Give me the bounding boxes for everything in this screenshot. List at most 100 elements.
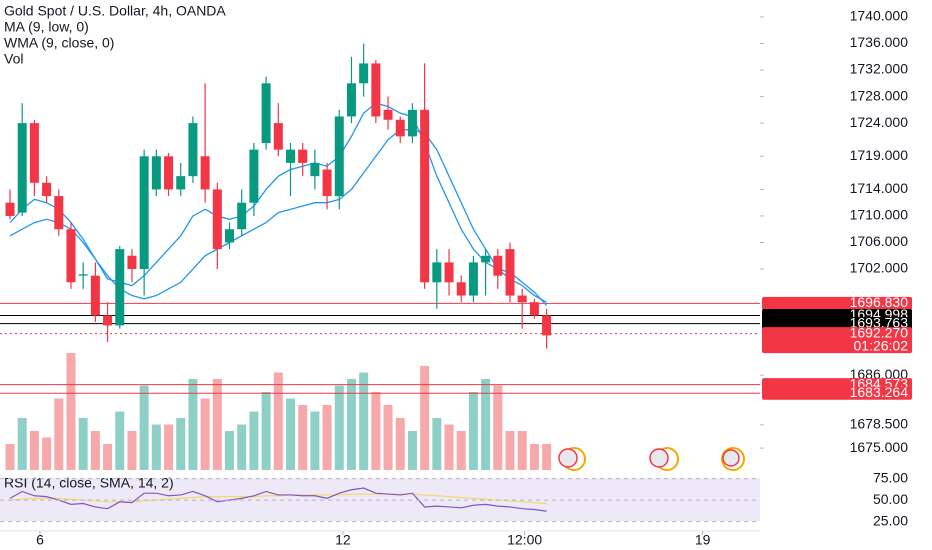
candle-body <box>139 156 149 270</box>
candle-body <box>359 63 369 84</box>
candle-body <box>17 123 27 213</box>
y-tick-label: 1736.000 <box>850 34 909 50</box>
rsi-tick-label: 50.00 <box>873 491 908 507</box>
y-tick-label: 1724.000 <box>850 114 909 130</box>
volume-bar <box>261 392 271 470</box>
price-label: 1692.270 <box>850 324 909 340</box>
rsi-line <box>9 487 547 512</box>
volume-bar <box>517 431 527 470</box>
volume-bar <box>212 379 222 470</box>
candle-body <box>200 156 210 190</box>
event-icon[interactable] <box>722 449 740 467</box>
volume-bar <box>151 424 161 470</box>
legend-rsi: RSI (14, close, SMA, 14, 2) <box>4 475 174 491</box>
volume-bar <box>456 431 466 470</box>
candle-body <box>151 156 161 190</box>
volume-bar <box>298 405 308 470</box>
event-icon[interactable] <box>558 448 578 468</box>
rsi-tick-label: 75.00 <box>873 469 908 485</box>
rsi-tick-label: 25.00 <box>873 512 908 528</box>
y-tick-label: 1675.000 <box>850 439 909 455</box>
y-tick-label: 1702.000 <box>850 260 909 276</box>
volume-bar <box>188 379 198 470</box>
volume-bar <box>346 379 356 470</box>
y-tick-label: 1686.000 <box>850 366 909 382</box>
volume-bar <box>5 444 15 470</box>
volume-bar <box>322 405 332 470</box>
candle-body <box>273 123 283 150</box>
volume-bar <box>66 353 76 470</box>
volume-bar <box>371 392 381 470</box>
candle-body <box>115 249 125 326</box>
candle-body <box>261 83 271 144</box>
candle-body <box>432 262 442 283</box>
candle-body <box>395 119 405 137</box>
volume-bar <box>200 398 210 470</box>
x-tick-label: 12 <box>335 532 351 548</box>
volume-bar <box>432 418 442 470</box>
candle-body <box>468 262 478 296</box>
candle-body <box>78 274 88 276</box>
candle-body <box>285 149 295 163</box>
price-label: 1683.264 <box>850 384 909 400</box>
candle-body <box>249 149 259 203</box>
candle-body <box>420 109 430 283</box>
candle-body <box>237 202 247 230</box>
rsi-sma-line <box>9 493 547 505</box>
volume-bar <box>468 392 478 470</box>
volume-bar <box>310 411 320 470</box>
y-tick-label: 1678.500 <box>850 416 909 432</box>
candle-body <box>176 176 186 190</box>
volume-bar <box>17 418 27 470</box>
rsi-band <box>0 478 760 521</box>
candle-body <box>444 262 454 283</box>
candle-body <box>334 116 344 197</box>
volume-bar <box>529 444 539 470</box>
candle-body <box>493 255 503 276</box>
event-icon[interactable] <box>649 448 669 468</box>
volume-bar <box>273 372 283 470</box>
candle-body <box>188 123 198 177</box>
event-icons <box>558 447 745 471</box>
candle-body <box>346 83 356 117</box>
price-label-box <box>762 386 912 400</box>
volume-bar <box>139 385 149 470</box>
volume-bar <box>42 437 52 470</box>
volume-bar <box>505 431 515 470</box>
volume-bar <box>285 398 295 470</box>
volume-bar <box>420 366 430 470</box>
candle-body <box>212 189 222 250</box>
y-tick-label: 1719.000 <box>850 147 909 163</box>
volume-bar <box>237 424 247 470</box>
candle-body <box>225 229 235 243</box>
volume-bar <box>164 424 174 470</box>
volume-bar <box>78 418 88 470</box>
candle-body <box>517 295 527 303</box>
candle-body <box>103 315 113 326</box>
y-tick-label: 1728.000 <box>850 87 909 103</box>
volume-bar <box>493 385 503 470</box>
volume-bar <box>127 431 137 470</box>
volume-bar <box>29 431 39 470</box>
volume-bar <box>444 424 454 470</box>
candle-body <box>407 109 417 137</box>
candle-body <box>54 196 64 230</box>
candle-body <box>298 149 308 163</box>
volume-bar <box>115 411 125 470</box>
volume-bars <box>5 353 552 470</box>
y-tick-label: 1740.000 <box>850 8 909 24</box>
candle-body <box>127 255 137 270</box>
price-label-box <box>762 296 912 310</box>
x-tick-label: 19 <box>695 532 711 548</box>
candle-body <box>529 302 539 316</box>
volume-bar <box>395 418 405 470</box>
x-tick-label: 12:00 <box>507 532 542 548</box>
candle-body <box>164 156 174 190</box>
candle-body <box>5 202 15 216</box>
candle-body <box>383 109 393 120</box>
y-tick-label: 1732.000 <box>850 61 909 77</box>
volume-bar <box>334 385 344 470</box>
volume-bar <box>249 411 259 470</box>
price-label: 1696.830 <box>850 294 909 310</box>
